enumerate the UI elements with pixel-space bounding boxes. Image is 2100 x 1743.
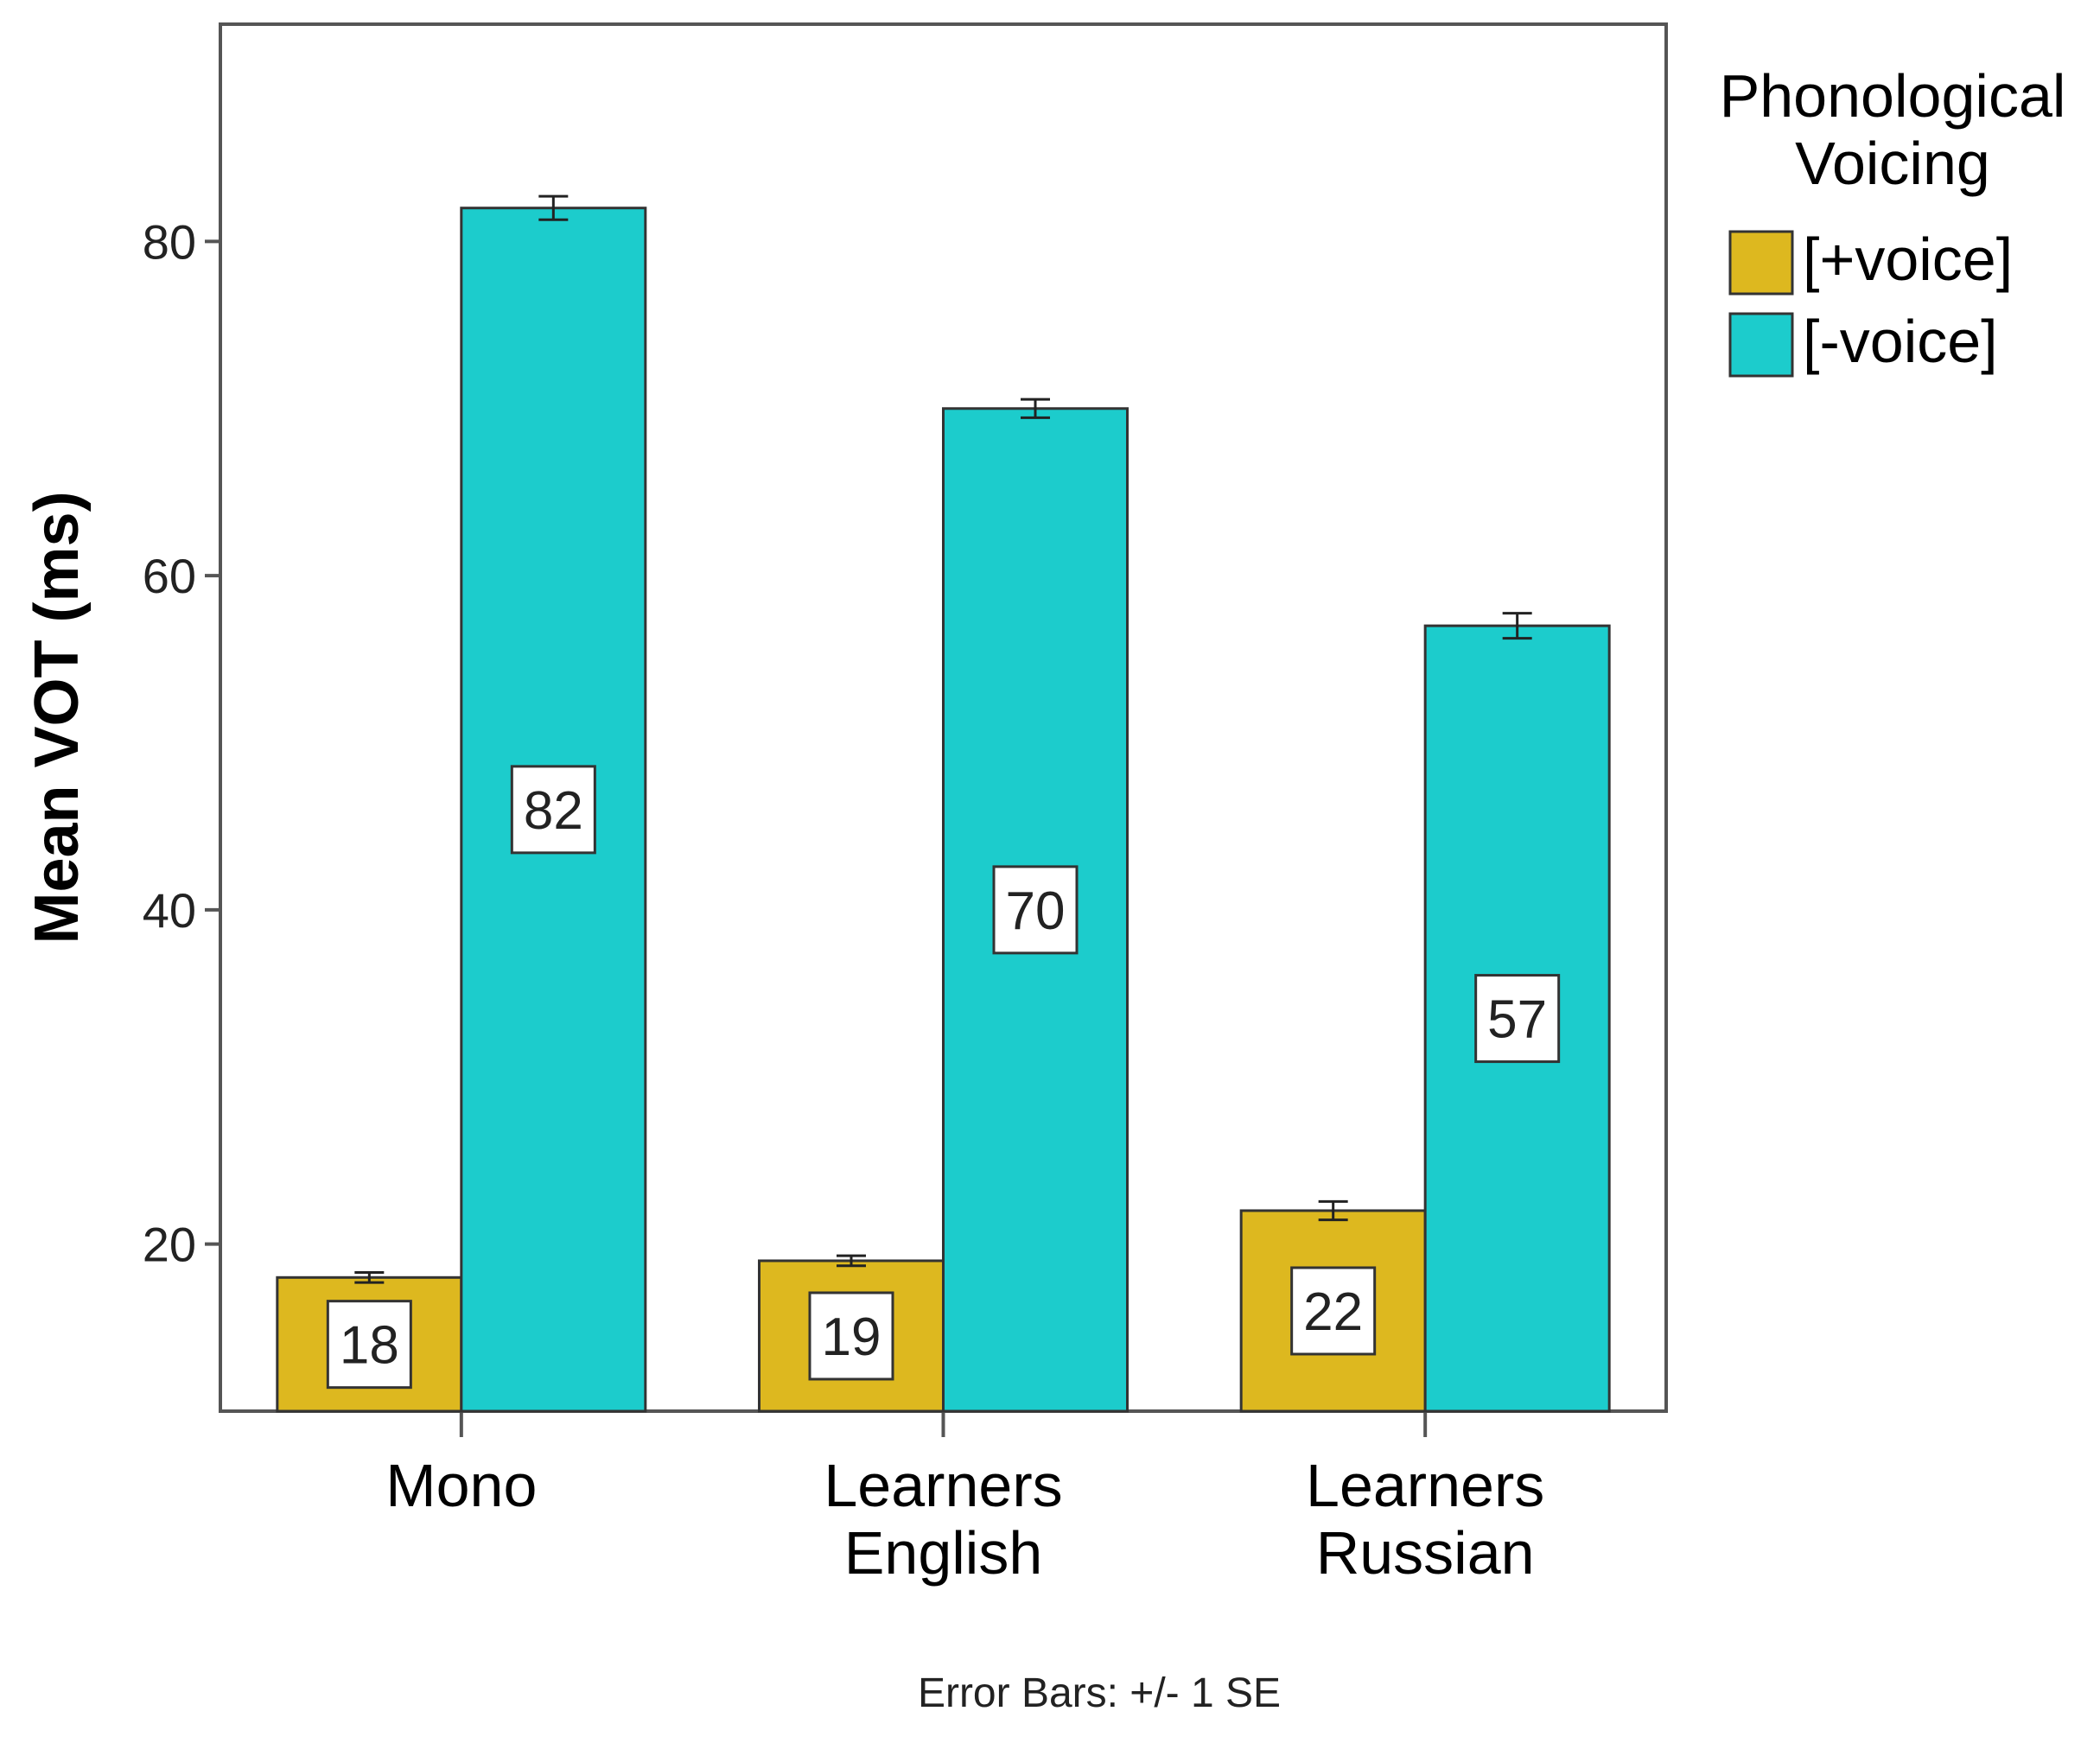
y-tick-label: 20 [143, 1218, 196, 1272]
data-label-box [510, 765, 596, 855]
x-tick-label: Learners [1306, 1452, 1544, 1519]
y-tick-label: 80 [143, 214, 196, 269]
x-tick-label: Russian [1316, 1519, 1535, 1587]
legend-label: [+voice] [1803, 226, 2013, 293]
data-label-box [1474, 974, 1561, 1064]
x-tick-label: Mono [385, 1452, 537, 1519]
legend-swatch [1728, 230, 1794, 296]
data-label: 19 [822, 1307, 881, 1367]
data-label: 57 [1487, 990, 1547, 1050]
data-label-box [992, 865, 1079, 955]
legend-title: Phonological [1720, 62, 2066, 130]
footnote: Error Bars: +/- 1 SE [918, 1670, 1281, 1716]
y-tick-label: 40 [143, 883, 196, 938]
data-label: 22 [1303, 1282, 1363, 1342]
data-label-box [808, 1291, 894, 1381]
data-label-box [326, 1300, 412, 1390]
legend-swatch [1728, 312, 1794, 378]
data-label-box [1290, 1266, 1377, 1356]
legend-label: [-voice] [1803, 308, 1998, 375]
y-tick-label: 60 [143, 549, 196, 603]
x-tick-label: Learners [824, 1452, 1062, 1519]
y-axis-title: Mean VOT (ms) [22, 491, 92, 944]
data-label: 70 [1006, 881, 1066, 941]
x-tick-label: English [844, 1519, 1043, 1587]
data-label: 82 [524, 781, 583, 841]
data-label: 18 [340, 1316, 399, 1376]
legend-title: Voicing [1795, 130, 1990, 197]
